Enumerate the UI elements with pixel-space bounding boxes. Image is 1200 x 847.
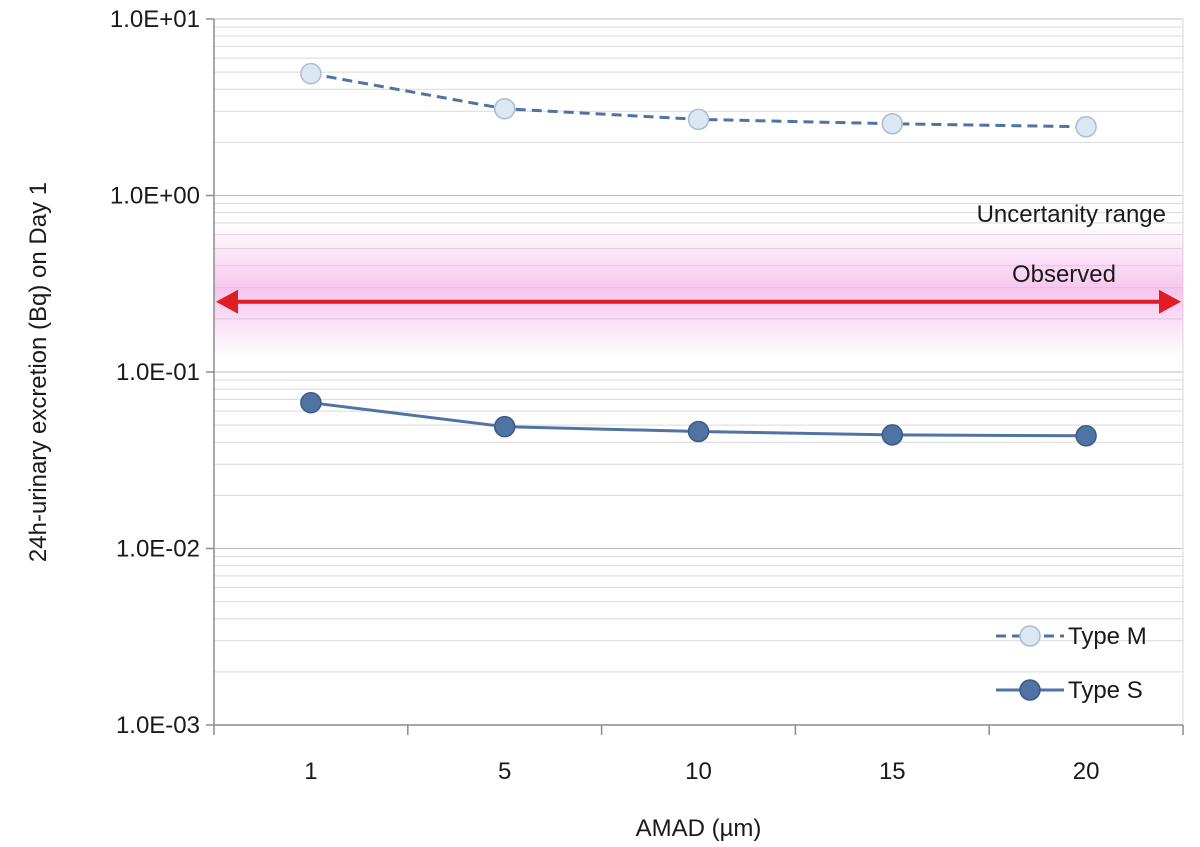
axes: 1.0E+011.0E+001.0E-011.0E-021.0E-031 5 10 1… [110,6,1184,785]
legend-marker [1019,679,1041,701]
arrow-head-right [1159,289,1181,314]
y-tick-label: 1.0E+01 [110,6,200,33]
series-type-m [300,62,1097,138]
series-layer [300,62,1097,447]
x-axis-label: AMAD (µm) [636,815,762,842]
x-tick-label: 15 [879,758,906,785]
legend-label: Type S [1068,677,1143,704]
data-point [1075,116,1097,138]
legend: Type M Type S [996,623,1147,704]
data-point [300,391,322,414]
data-point [881,424,904,446]
y-tick-label: 1.0E-01 [116,359,200,386]
x-tick-label: 20 [1073,758,1100,785]
observed-arrow [216,289,1181,314]
y-tick-label: 1.0E-03 [116,712,200,739]
data-point [300,62,322,85]
uncertainty-range-label: Uncertanity range [977,201,1166,228]
y-tick-label: 1.0E+00 [110,183,200,210]
data-point [1075,425,1097,447]
data-point [493,415,516,438]
legend-item: Type S [996,677,1143,704]
data-point [881,112,904,135]
legend-label: Type M [1068,623,1147,650]
legend-item: Type M [996,623,1147,650]
data-point [493,98,516,120]
x-tick-label: 5 [498,758,511,785]
legend-marker [1019,625,1041,647]
arrow-head-left [216,289,238,314]
data-point [687,108,710,131]
observed-label: Observed [1012,261,1116,288]
y-axis-label: 24h-urinary excretion (Bq) on Day 1 [25,182,52,562]
x-tick-label: 1 [304,758,317,785]
data-point [687,420,710,443]
x-tick-label: 10 [685,758,712,785]
uncertainty-band [214,222,1183,359]
y-tick-label: 1.0E-02 [116,536,200,563]
series-type-s [300,391,1097,447]
